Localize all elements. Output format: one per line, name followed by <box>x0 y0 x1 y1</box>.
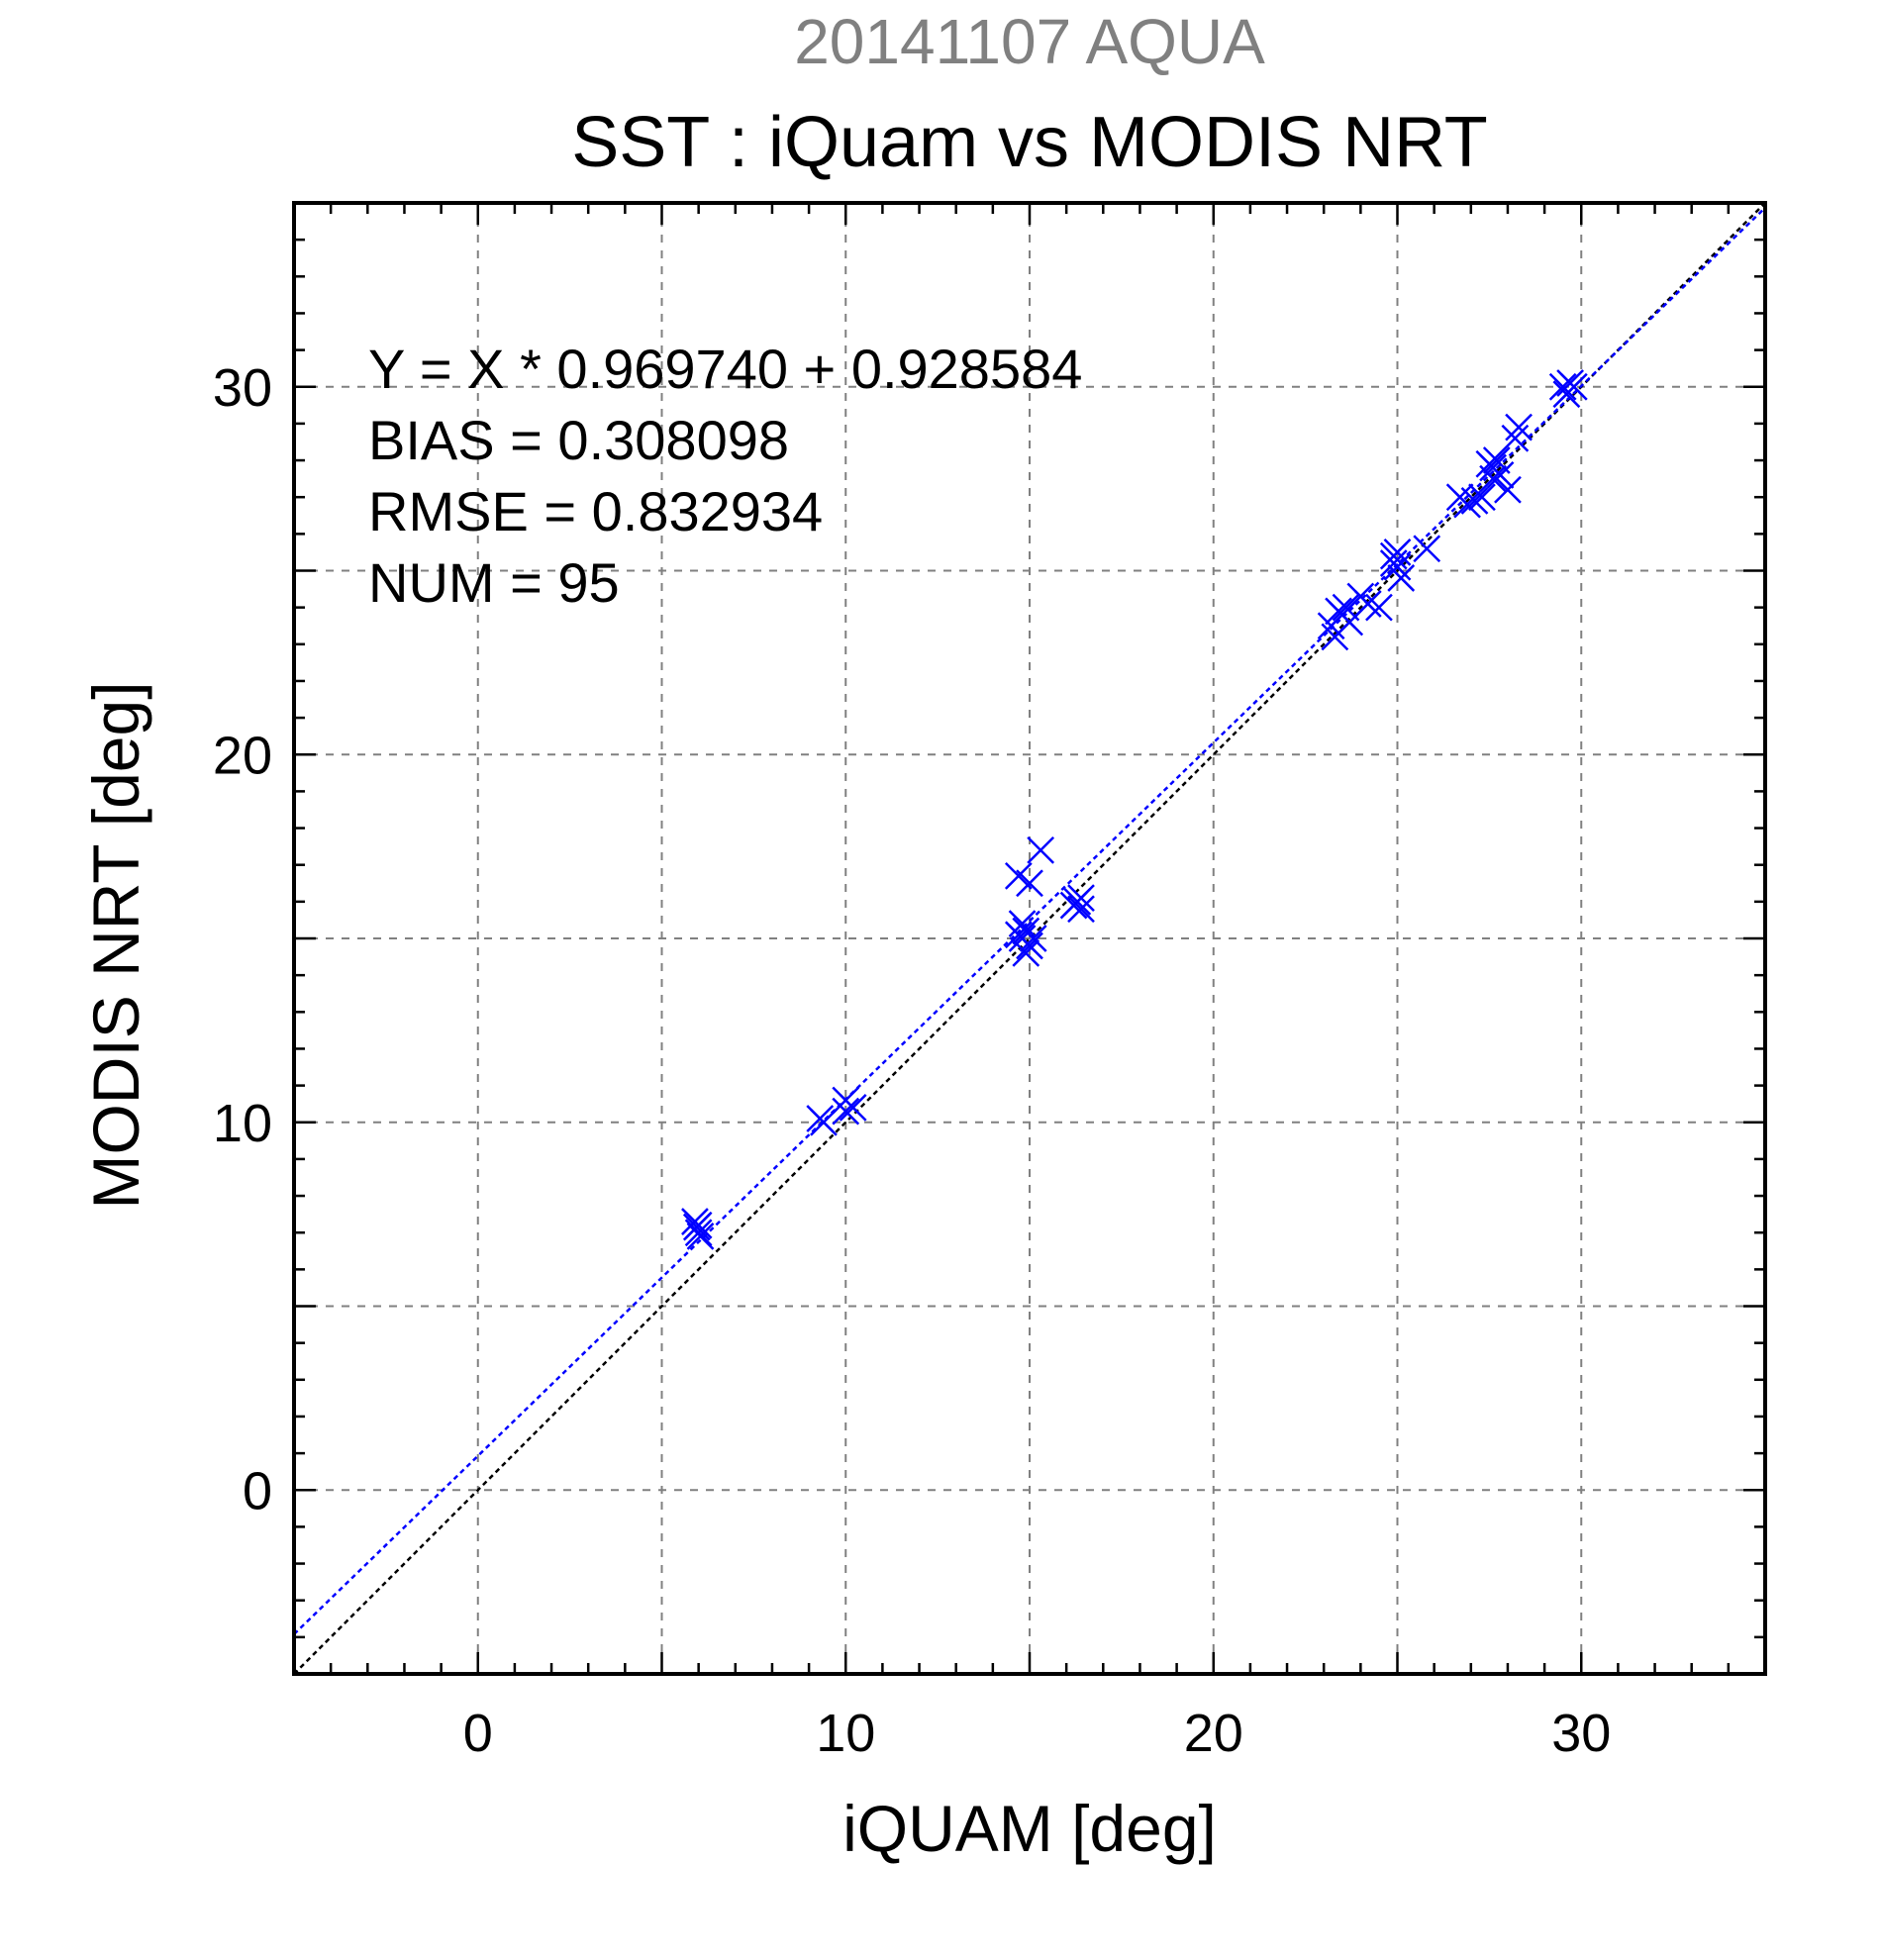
data-point <box>1460 487 1489 515</box>
chart-supertitle: 20141107 AQUA <box>794 6 1265 77</box>
chart-title: SST : iQuam vs MODIS NRT <box>571 103 1488 182</box>
stats-block: Y = X * 0.969740 + 0.928584 BIAS = 0.308… <box>368 338 1082 614</box>
y-tick-label: 0 <box>243 1461 272 1520</box>
data-point <box>839 1094 867 1122</box>
data-point <box>682 1213 711 1241</box>
data-point <box>1505 413 1533 441</box>
data-point <box>1486 461 1515 489</box>
data-point <box>832 1097 860 1126</box>
regression-equation: Y = X * 0.969740 + 0.928584 <box>368 338 1082 400</box>
x-axis-label: iQUAM [deg] <box>842 1792 1217 1865</box>
data-point <box>1501 424 1530 452</box>
grid <box>294 203 1765 1674</box>
y-tick-label: 30 <box>213 358 272 418</box>
data-point <box>1016 869 1043 898</box>
data-point <box>1479 464 1507 493</box>
data-point <box>686 1223 715 1250</box>
data-point <box>684 1219 713 1247</box>
data-point <box>1387 564 1416 592</box>
data-point <box>1453 490 1481 519</box>
x-tick-label: 10 <box>816 1704 875 1763</box>
x-tick-label: 0 <box>463 1704 493 1763</box>
data-point <box>1353 590 1382 618</box>
data-point <box>1008 910 1037 938</box>
data-point <box>1494 475 1522 504</box>
y-axis-label: MODIS NRT [deg] <box>79 681 152 1209</box>
data-point <box>1559 372 1588 401</box>
data-point <box>1027 835 1055 864</box>
data-point <box>1012 938 1040 967</box>
y-tick-label: 20 <box>213 726 272 785</box>
count-text: NUM = 95 <box>368 551 620 614</box>
x-tick-labels: 0 10 20 30 <box>463 1704 1612 1763</box>
fit-line <box>293 206 1766 1635</box>
y-tick-label: 10 <box>213 1094 272 1153</box>
reference-lines <box>293 202 1766 1675</box>
data-point <box>1365 593 1393 622</box>
data-point <box>1004 921 1033 949</box>
scatter-points <box>681 369 1588 1250</box>
data-point <box>1383 552 1412 581</box>
plot-frame <box>292 201 1767 1676</box>
x-tick-label: 20 <box>1184 1704 1243 1763</box>
x-tick-label: 30 <box>1551 1704 1611 1763</box>
data-point <box>1548 372 1577 401</box>
data-point <box>1468 483 1496 512</box>
data-point <box>1067 884 1095 913</box>
y-tick-labels: 0 10 20 30 <box>213 358 272 1521</box>
data-point <box>1413 535 1441 563</box>
rmse-text: RMSE = 0.832934 <box>368 480 823 542</box>
bias-text: BIAS = 0.308098 <box>368 409 789 471</box>
data-point <box>810 1108 838 1136</box>
data-point <box>1379 541 1408 570</box>
data-point <box>1067 895 1095 924</box>
data-point <box>1325 597 1352 626</box>
